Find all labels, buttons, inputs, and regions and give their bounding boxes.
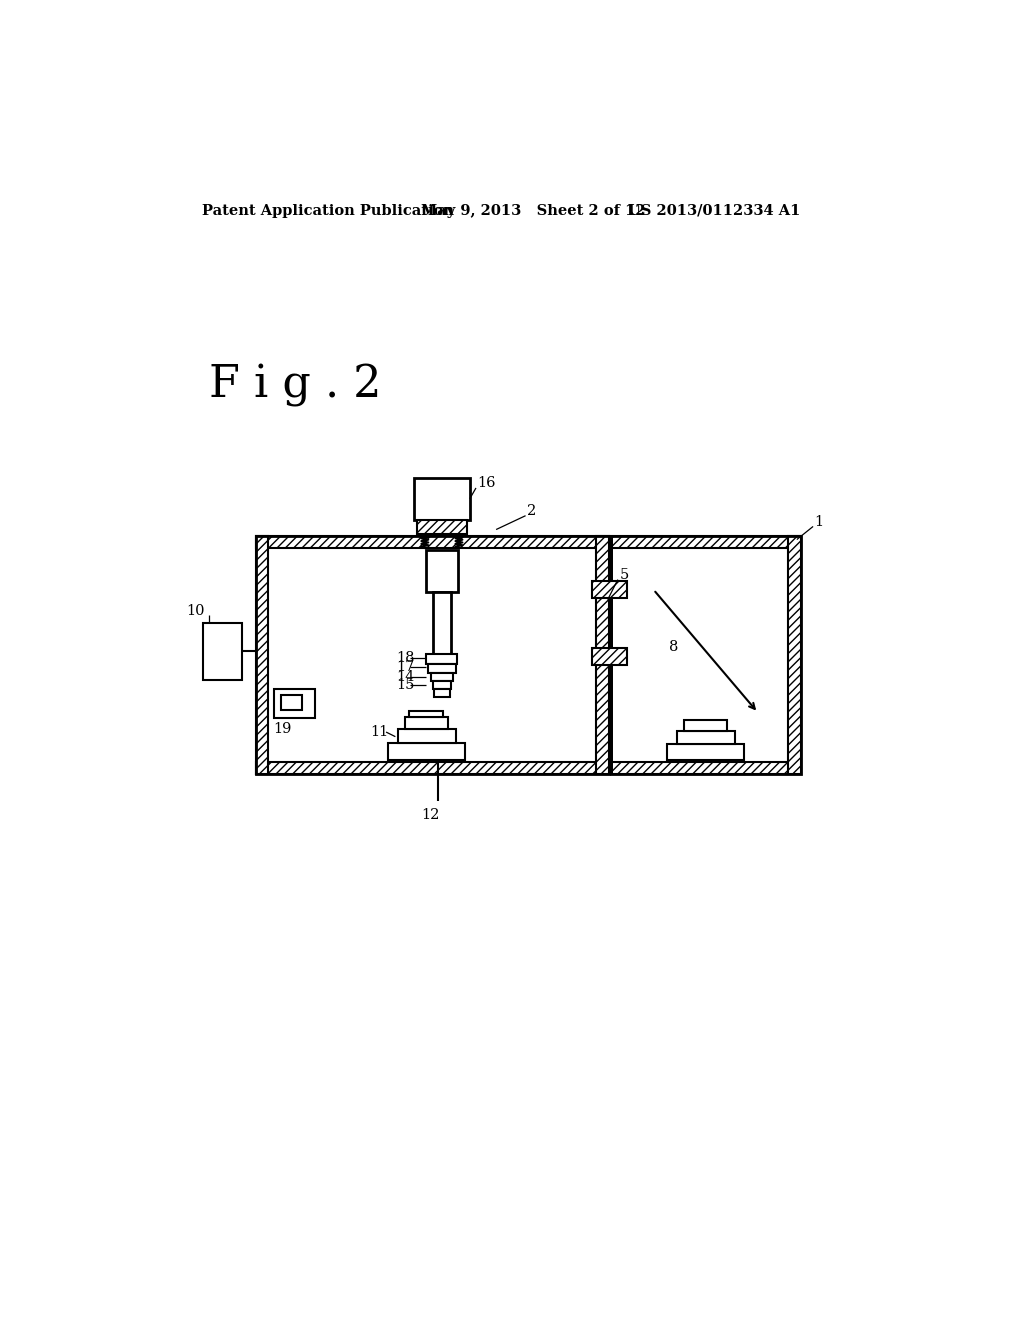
Bar [256,536,268,775]
Bar [274,689,314,718]
Text: 10: 10 [186,605,205,618]
Bar [667,744,744,760]
Bar [397,729,456,743]
Text: US 2013/0112334 A1: US 2013/0112334 A1 [628,203,800,218]
Bar [268,548,596,762]
Bar [417,520,467,535]
Text: 17: 17 [396,660,415,675]
Text: 11: 11 [371,725,389,739]
Text: 15: 15 [396,678,415,692]
Bar [256,762,608,775]
Bar [406,718,449,729]
Bar [256,536,608,775]
Bar [410,711,443,718]
Text: 14: 14 [396,669,415,684]
Bar [428,664,456,673]
Bar [677,731,735,744]
Text: 2: 2 [527,504,537,517]
Bar [432,591,452,653]
Text: 19: 19 [273,722,291,737]
Bar [281,696,302,710]
Text: 8: 8 [669,640,678,655]
Bar [434,689,450,697]
Bar [426,653,458,664]
Bar [256,536,608,548]
Text: 1: 1 [815,515,823,529]
Bar [592,581,627,598]
Text: 5: 5 [620,568,629,582]
Bar [624,548,787,762]
Bar [203,623,242,681]
Text: F i g . 2: F i g . 2 [209,364,382,407]
Bar [788,536,801,775]
Text: 18: 18 [396,651,415,665]
Bar [388,743,465,760]
Text: Patent Application Publication: Patent Application Publication [202,203,454,218]
Text: 16: 16 [477,477,496,490]
Bar [426,549,458,591]
Bar [684,719,727,731]
Bar [611,536,801,548]
Bar [611,762,801,775]
Bar [431,673,453,681]
Text: May 9, 2013   Sheet 2 of 12: May 9, 2013 Sheet 2 of 12 [421,203,645,218]
Bar [414,478,470,520]
Bar [432,681,452,689]
Bar [611,536,801,775]
Bar [592,648,627,665]
Bar [596,536,608,775]
Text: 12: 12 [421,808,439,822]
